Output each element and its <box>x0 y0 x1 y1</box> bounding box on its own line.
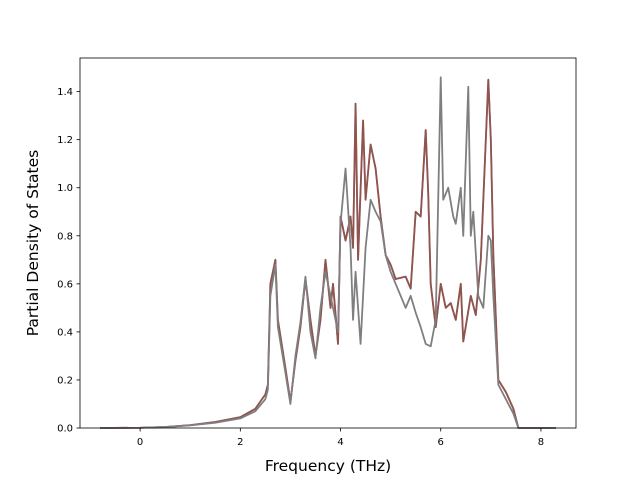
series-lines <box>100 76 556 429</box>
y-axis-label: Partial Density of States <box>24 150 42 336</box>
x-tick-label: 4 <box>337 437 343 448</box>
y-tick-label: 0.2 <box>57 375 73 386</box>
y-tick-label: 0.4 <box>57 327 73 338</box>
x-axis-label: Frequency (THz) <box>265 457 391 475</box>
y-tick-label: 0.8 <box>57 231 73 242</box>
y-tick-label: 1.0 <box>57 183 73 194</box>
y-tick-label: 0.0 <box>57 424 73 435</box>
x-tick-label: 6 <box>438 437 444 448</box>
axes-frame <box>79 57 577 429</box>
y-tick-label: 0.6 <box>57 279 73 290</box>
x-tick-label: 0 <box>137 437 143 448</box>
y-tick-label: 1.4 <box>57 87 73 98</box>
series-line-3 <box>100 76 556 429</box>
axis-ticks: 0 2 4 6 8 0.0 0.2 0.4 0.6 0.8 1.0 1.2 1.4 <box>57 87 544 448</box>
x-tick-label: 8 <box>538 437 544 448</box>
y-tick-label: 1.2 <box>57 135 73 146</box>
x-tick-label: 2 <box>237 437 243 448</box>
